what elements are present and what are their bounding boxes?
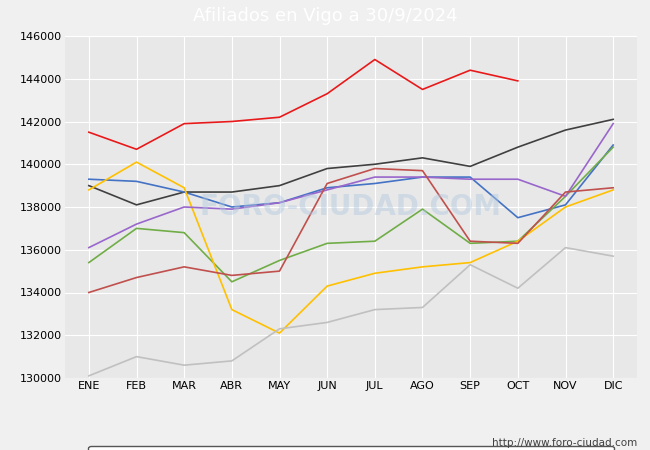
Text: FORO-CIUDAD.COM: FORO-CIUDAD.COM xyxy=(200,193,502,221)
Text: Afiliados en Vigo a 30/9/2024: Afiliados en Vigo a 30/9/2024 xyxy=(192,7,458,25)
Text: http://www.foro-ciudad.com: http://www.foro-ciudad.com xyxy=(492,438,637,448)
Legend: 2024, 2023, 2022, 2021, 2020, 2019, 2018, 2017: 2024, 2023, 2022, 2021, 2020, 2019, 2018… xyxy=(88,446,614,450)
